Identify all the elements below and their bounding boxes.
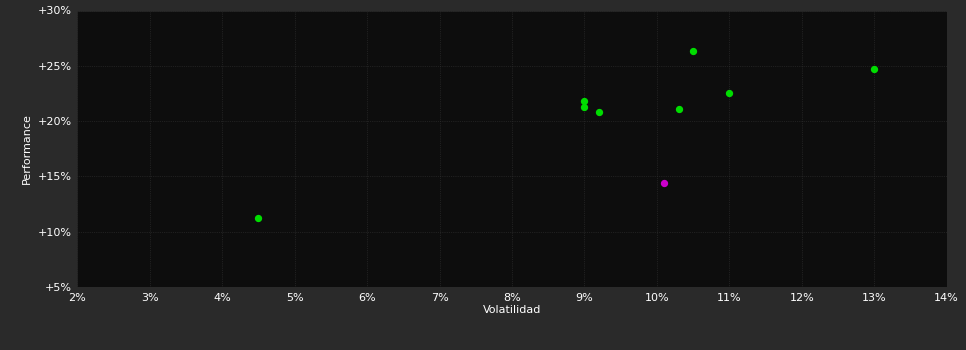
X-axis label: Volatilidad: Volatilidad xyxy=(483,305,541,315)
Point xyxy=(251,216,267,221)
Point xyxy=(577,98,592,104)
Y-axis label: Performance: Performance xyxy=(22,113,32,184)
Point xyxy=(867,66,882,72)
Point xyxy=(685,49,700,54)
Point xyxy=(591,110,607,115)
Point xyxy=(657,180,672,186)
Point xyxy=(577,104,592,110)
Point xyxy=(670,106,686,112)
Point xyxy=(722,91,737,96)
